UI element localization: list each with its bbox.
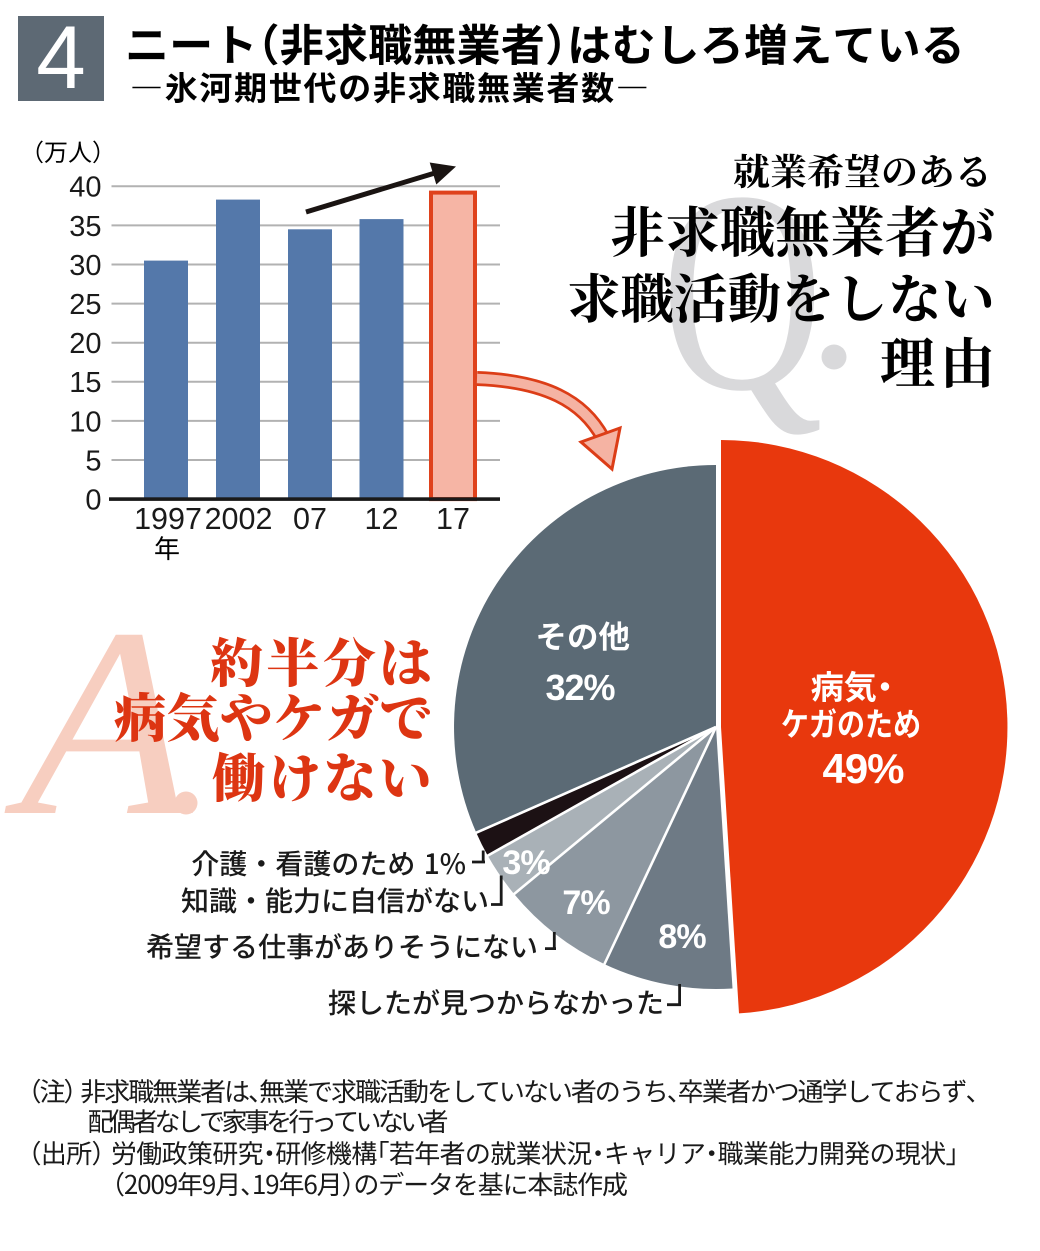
svg-text:8%: 8%: [658, 918, 706, 956]
svg-text:35: 35: [69, 211, 101, 243]
svg-text:25: 25: [69, 289, 101, 321]
svg-text:2002: 2002: [205, 502, 273, 536]
svg-text:A: A: [2, 572, 197, 871]
svg-text:0: 0: [85, 485, 101, 517]
svg-text:30: 30: [69, 250, 101, 282]
svg-text:4: 4: [36, 7, 86, 107]
svg-text:32%: 32%: [545, 667, 615, 708]
svg-text:17: 17: [436, 502, 470, 536]
svg-text:49%: 49%: [822, 745, 904, 792]
svg-text:12: 12: [365, 502, 399, 536]
svg-text:40: 40: [69, 172, 101, 204]
svg-text:10: 10: [69, 406, 101, 438]
svg-text:1997: 1997: [134, 502, 202, 536]
svg-text:7%: 7%: [562, 884, 610, 922]
svg-text:20: 20: [69, 328, 101, 360]
svg-text:15: 15: [69, 367, 101, 399]
svg-text:07: 07: [293, 502, 327, 536]
svg-text:5: 5: [85, 445, 101, 477]
svg-text:3%: 3%: [502, 844, 550, 882]
